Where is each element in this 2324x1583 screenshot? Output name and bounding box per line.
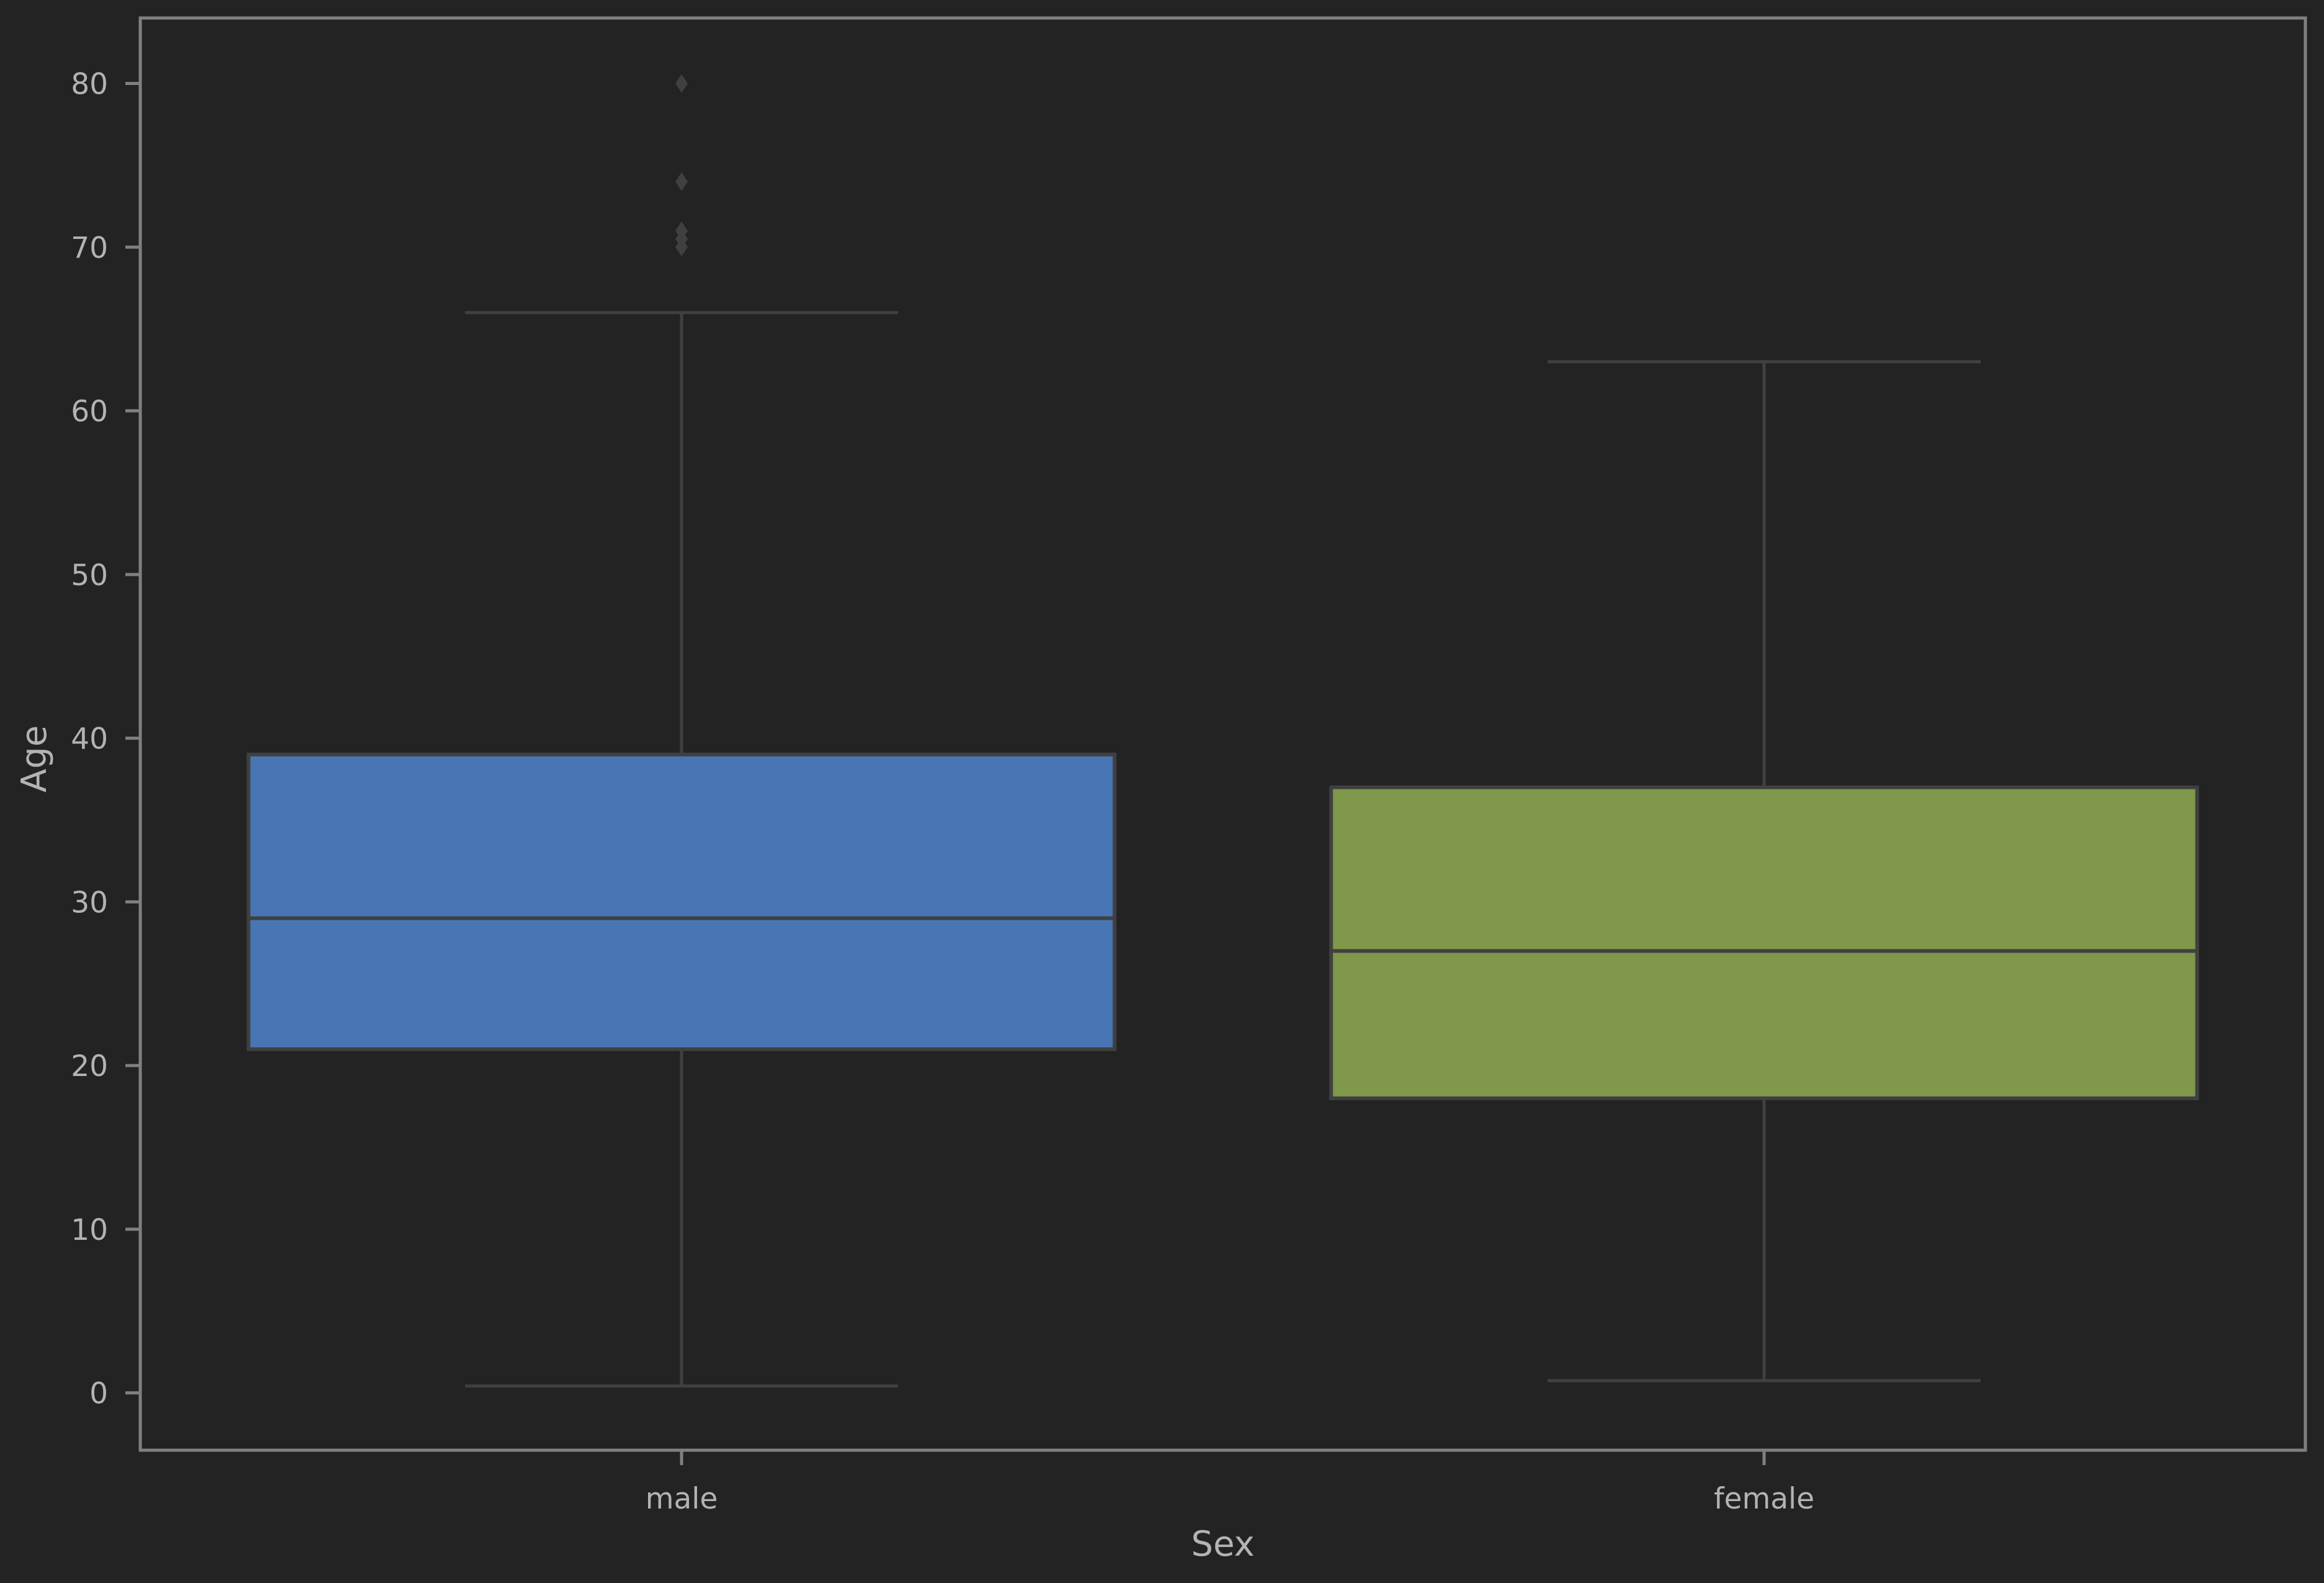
y-tick-label: 70	[71, 231, 108, 265]
iqr-box	[246, 752, 1117, 1051]
plot-frame	[138, 16, 2307, 1452]
y-tick-label: 30	[71, 886, 108, 920]
x-axis-label: Sex	[1191, 1524, 1254, 1564]
y-tick-label: 10	[71, 1213, 108, 1247]
y-axis: 0 10 20 30 40 50 60 70 80	[71, 68, 140, 1411]
y-axis-label: Age	[14, 725, 55, 792]
plot-area	[246, 74, 2199, 1388]
x-axis: male female	[646, 1450, 1814, 1516]
y-tick-label: 60	[71, 395, 108, 429]
box-male	[246, 74, 1117, 1388]
outlier-point	[675, 74, 688, 93]
outlier-point	[675, 221, 688, 240]
y-tick-label: 80	[71, 68, 108, 102]
box-female	[1329, 360, 2199, 1383]
outlier-point	[675, 172, 688, 191]
y-tick-label: 0	[89, 1377, 108, 1411]
x-tick-label: female	[1714, 1482, 1814, 1516]
y-tick-label: 50	[71, 558, 108, 593]
y-tick-label: 20	[71, 1049, 108, 1083]
iqr-box	[1329, 785, 2199, 1100]
y-tick-label: 40	[71, 722, 108, 756]
x-tick-label: male	[646, 1482, 718, 1516]
